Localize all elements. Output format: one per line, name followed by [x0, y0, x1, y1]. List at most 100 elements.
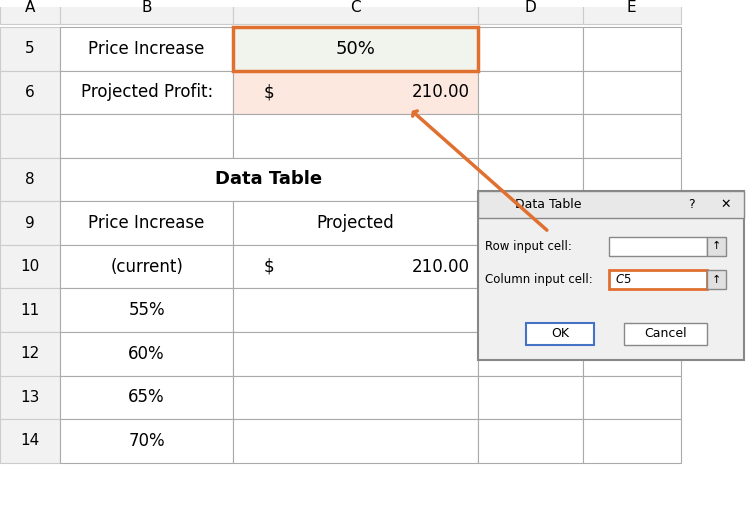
- FancyBboxPatch shape: [583, 289, 681, 332]
- Text: 210.00: 210.00: [412, 257, 470, 276]
- Text: ↑: ↑: [711, 275, 721, 284]
- FancyBboxPatch shape: [478, 245, 583, 289]
- FancyBboxPatch shape: [583, 245, 681, 289]
- FancyBboxPatch shape: [478, 0, 583, 24]
- Text: 8: 8: [26, 172, 35, 187]
- FancyBboxPatch shape: [609, 270, 707, 290]
- FancyBboxPatch shape: [60, 419, 233, 462]
- Text: 11: 11: [20, 303, 40, 318]
- FancyBboxPatch shape: [233, 245, 478, 289]
- Text: 6: 6: [26, 85, 35, 100]
- Text: $: $: [263, 84, 274, 101]
- FancyBboxPatch shape: [583, 71, 681, 114]
- FancyBboxPatch shape: [478, 27, 583, 71]
- FancyBboxPatch shape: [478, 114, 583, 158]
- Text: 60%: 60%: [129, 345, 165, 363]
- FancyBboxPatch shape: [233, 332, 478, 376]
- Text: (current): (current): [111, 257, 183, 276]
- Text: 210.00: 210.00: [412, 84, 470, 101]
- FancyBboxPatch shape: [0, 0, 60, 24]
- FancyBboxPatch shape: [583, 27, 681, 71]
- FancyBboxPatch shape: [233, 419, 478, 462]
- FancyBboxPatch shape: [0, 376, 60, 419]
- FancyBboxPatch shape: [60, 289, 233, 332]
- Text: Projected: Projected: [317, 214, 394, 232]
- FancyBboxPatch shape: [583, 158, 681, 201]
- FancyBboxPatch shape: [0, 245, 60, 289]
- Text: ?: ?: [689, 198, 695, 211]
- FancyBboxPatch shape: [233, 289, 478, 332]
- FancyBboxPatch shape: [0, 71, 60, 114]
- FancyBboxPatch shape: [478, 289, 583, 332]
- Text: 9: 9: [26, 215, 35, 230]
- FancyBboxPatch shape: [233, 27, 478, 71]
- FancyBboxPatch shape: [233, 114, 478, 158]
- FancyBboxPatch shape: [583, 419, 681, 462]
- FancyBboxPatch shape: [707, 237, 726, 256]
- Text: Data Table: Data Table: [215, 170, 323, 188]
- Text: Cancel: Cancel: [644, 327, 687, 340]
- Text: 70%: 70%: [129, 432, 165, 450]
- Text: $: $: [263, 257, 274, 276]
- Text: Price Increase: Price Increase: [89, 214, 205, 232]
- FancyBboxPatch shape: [0, 27, 60, 71]
- Text: Projected Profit:: Projected Profit:: [80, 84, 213, 101]
- FancyBboxPatch shape: [60, 332, 233, 376]
- Text: 13: 13: [20, 390, 40, 405]
- Text: Row input cell:: Row input cell:: [485, 240, 572, 253]
- Text: 14: 14: [20, 433, 40, 448]
- Text: Data Table: Data Table: [515, 198, 581, 211]
- FancyBboxPatch shape: [583, 201, 681, 245]
- FancyBboxPatch shape: [60, 0, 233, 24]
- FancyBboxPatch shape: [0, 201, 60, 245]
- FancyBboxPatch shape: [478, 191, 744, 360]
- FancyBboxPatch shape: [60, 245, 233, 289]
- FancyBboxPatch shape: [478, 419, 583, 462]
- FancyBboxPatch shape: [233, 71, 478, 114]
- FancyBboxPatch shape: [0, 419, 60, 462]
- FancyBboxPatch shape: [478, 158, 583, 201]
- Text: ✕: ✕: [720, 198, 731, 211]
- Text: 50%: 50%: [335, 40, 375, 58]
- Text: 65%: 65%: [129, 388, 165, 406]
- FancyBboxPatch shape: [60, 376, 233, 419]
- FancyBboxPatch shape: [60, 201, 233, 245]
- Text: OK: OK: [551, 327, 569, 340]
- FancyBboxPatch shape: [233, 201, 478, 245]
- FancyBboxPatch shape: [60, 27, 233, 71]
- FancyBboxPatch shape: [233, 0, 478, 24]
- FancyBboxPatch shape: [233, 376, 478, 419]
- FancyBboxPatch shape: [609, 237, 707, 256]
- Text: $C$5: $C$5: [615, 273, 632, 286]
- Text: Price Increase: Price Increase: [89, 40, 205, 58]
- FancyBboxPatch shape: [0, 158, 60, 201]
- FancyBboxPatch shape: [583, 332, 681, 376]
- FancyBboxPatch shape: [60, 114, 233, 158]
- FancyBboxPatch shape: [478, 376, 583, 419]
- Text: 12: 12: [20, 346, 40, 361]
- FancyBboxPatch shape: [624, 323, 707, 345]
- FancyBboxPatch shape: [478, 191, 744, 217]
- FancyBboxPatch shape: [583, 114, 681, 158]
- Text: ↑: ↑: [711, 241, 721, 251]
- FancyBboxPatch shape: [707, 270, 726, 290]
- Text: 10: 10: [20, 259, 40, 274]
- Text: E: E: [627, 1, 636, 15]
- Text: 5: 5: [26, 42, 35, 56]
- FancyBboxPatch shape: [478, 71, 583, 114]
- FancyBboxPatch shape: [0, 114, 60, 158]
- FancyBboxPatch shape: [60, 158, 478, 201]
- Text: B: B: [141, 1, 152, 15]
- Text: A: A: [25, 1, 35, 15]
- FancyBboxPatch shape: [583, 0, 681, 24]
- Text: Column input cell:: Column input cell:: [485, 273, 593, 286]
- FancyBboxPatch shape: [478, 332, 583, 376]
- FancyBboxPatch shape: [526, 323, 594, 345]
- Text: D: D: [524, 1, 536, 15]
- FancyBboxPatch shape: [583, 376, 681, 419]
- Text: 55%: 55%: [129, 301, 165, 319]
- FancyBboxPatch shape: [0, 289, 60, 332]
- Text: C: C: [350, 1, 361, 15]
- FancyBboxPatch shape: [60, 71, 233, 114]
- FancyBboxPatch shape: [0, 332, 60, 376]
